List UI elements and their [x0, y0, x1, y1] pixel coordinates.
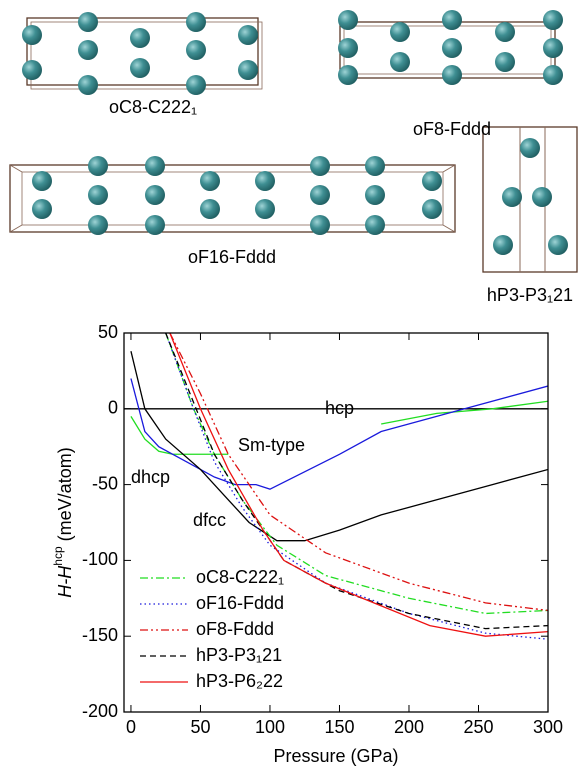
legend-label: hP3-P3₁21	[196, 645, 282, 665]
atom	[365, 215, 385, 235]
cell-edge	[443, 165, 455, 172]
atom	[338, 65, 358, 85]
y-tick-label: -100	[82, 549, 118, 569]
structure-label: oF8-Fddd	[413, 119, 491, 139]
legend-label: oF8-Fddd	[196, 619, 274, 639]
atom	[22, 60, 42, 80]
atom	[520, 138, 540, 158]
atom	[422, 171, 442, 191]
curve-label: dhcp	[131, 467, 170, 487]
cell-edge	[443, 225, 455, 232]
atom	[365, 185, 385, 205]
y-label-unit: (meV/atom)	[55, 447, 75, 541]
legend-label: oF16-Fddd	[196, 593, 284, 613]
y-tick-label: -150	[82, 625, 118, 645]
curve-label: hcp	[325, 398, 354, 418]
curve-label: dfcc	[193, 510, 226, 530]
atom	[22, 25, 42, 45]
legend-label: hP3-P6₂22	[196, 671, 283, 691]
atom	[78, 40, 98, 60]
atom	[130, 28, 150, 48]
structure-label: oF16-Fddd	[188, 247, 276, 267]
series-line	[131, 378, 548, 489]
atom	[88, 215, 108, 235]
y-label-main: H-H	[55, 565, 75, 598]
y-tick-label: -50	[92, 473, 118, 493]
x-tick-label: 300	[533, 717, 563, 737]
cell-box	[10, 165, 455, 232]
x-tick-label: 0	[126, 717, 136, 737]
atom	[145, 215, 165, 235]
figure: oC8-C222₁ oF8-Fddd oF16-Fddd hP3-P3₁21 h…	[0, 0, 588, 776]
legend-label: oC8-C222₁	[196, 567, 284, 587]
atom	[88, 156, 108, 176]
curve-label: Sm-type	[238, 435, 305, 455]
structure-label: hP3-P3₁21	[487, 285, 573, 305]
atom	[390, 22, 410, 42]
atom	[338, 10, 358, 30]
atom	[442, 38, 462, 58]
plot-frame	[124, 333, 548, 712]
atom	[32, 171, 52, 191]
atom	[502, 187, 522, 207]
x-axis-label: Pressure (GPa)	[273, 746, 398, 766]
atom	[255, 199, 275, 219]
atom	[390, 52, 410, 72]
atom	[186, 12, 206, 32]
atom	[310, 156, 330, 176]
atom	[186, 75, 206, 95]
structures: oC8-C222₁ oF8-Fddd oF16-Fddd hP3-P3₁21	[10, 10, 577, 305]
lines	[124, 333, 548, 639]
x-tick-label: 50	[190, 717, 210, 737]
atom	[548, 235, 568, 255]
cell-edge	[10, 165, 22, 172]
atom	[255, 171, 275, 191]
atom	[78, 75, 98, 95]
atom	[238, 25, 258, 45]
atom	[442, 10, 462, 30]
atom	[88, 185, 108, 205]
atom	[543, 38, 563, 58]
structure-label: oC8-C222₁	[109, 97, 197, 117]
atom	[310, 215, 330, 235]
x-tick-label: 250	[463, 717, 493, 737]
y-tick-label: 50	[98, 322, 118, 342]
y-tick-label: -200	[82, 701, 118, 721]
atom	[186, 40, 206, 60]
atom	[365, 156, 385, 176]
y-label-sup: hcp	[51, 546, 65, 566]
atom	[145, 156, 165, 176]
y-axis-label: H-Hhcp (meV/atom)	[51, 447, 75, 597]
plot-area: hcp Sm-type dhcp dfcc 0 50 100 150 200 250 300 -200…	[51, 322, 563, 766]
atom	[422, 199, 442, 219]
atom	[78, 12, 98, 32]
atom	[145, 185, 165, 205]
atom	[495, 52, 515, 72]
x-tick-label: 150	[324, 717, 354, 737]
atom	[493, 235, 513, 255]
atom	[310, 185, 330, 205]
atom	[495, 22, 515, 42]
atom	[238, 60, 258, 80]
atom	[200, 199, 220, 219]
atom	[130, 58, 150, 78]
atom	[532, 187, 552, 207]
atom	[32, 199, 52, 219]
atom	[338, 38, 358, 58]
atom	[543, 10, 563, 30]
y-tick-label: 0	[108, 398, 118, 418]
x-tick-label: 200	[394, 717, 424, 737]
atom	[442, 65, 462, 85]
atom	[543, 65, 563, 85]
x-tick-label: 100	[255, 717, 285, 737]
atom	[200, 171, 220, 191]
cell-edge	[10, 225, 22, 232]
